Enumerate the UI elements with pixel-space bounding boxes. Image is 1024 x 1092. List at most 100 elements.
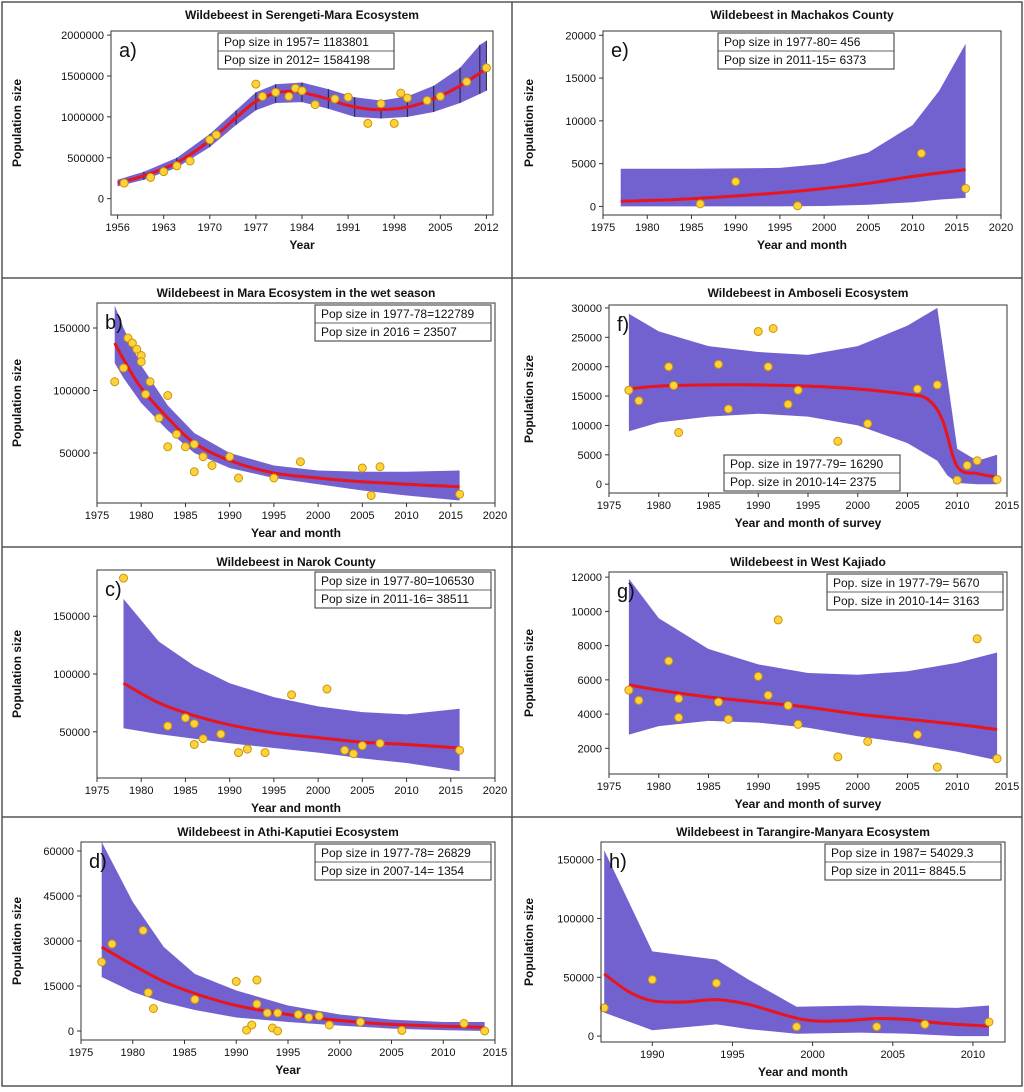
x-tick-label: 2010 <box>394 510 418 522</box>
data-point <box>234 748 244 758</box>
chart-title: Wildebeest in Tarangire-Manyara Ecosyste… <box>676 825 930 839</box>
annotation-text: Pop size in 1957= 1183801 <box>224 35 369 49</box>
y-tick-label: 10000 <box>571 606 602 618</box>
data-point <box>793 719 803 729</box>
data-point <box>138 926 148 935</box>
x-tick-label: 2000 <box>846 781 870 793</box>
data-point <box>389 118 399 128</box>
data-point <box>260 748 270 758</box>
data-point <box>97 957 107 967</box>
x-axis-label: Year and month <box>251 801 341 815</box>
data-point <box>763 362 773 372</box>
chart-title: Wildebeest in Narok County <box>216 555 376 569</box>
y-tick-label: 0 <box>68 1026 74 1038</box>
data-point <box>119 178 129 188</box>
x-tick-label: 2005 <box>895 500 919 512</box>
data-point <box>711 978 721 988</box>
y-tick-label: 20000 <box>571 362 602 374</box>
y-tick-label: 15000 <box>571 391 602 403</box>
data-point <box>322 684 332 694</box>
y-tick-label: 1000000 <box>61 112 104 124</box>
data-point <box>252 999 262 1009</box>
data-point <box>145 377 155 387</box>
y-tick-label: 0 <box>588 1031 594 1043</box>
x-tick-label: 1975 <box>85 785 109 797</box>
confidence-band <box>101 842 485 1031</box>
x-axis-label: Year <box>289 238 315 252</box>
x-tick-label: 1990 <box>224 1047 248 1059</box>
x-tick-label: 1990 <box>217 785 241 797</box>
x-axis-label: Year and month of survey <box>735 516 882 530</box>
annotation-text: Pop. size in 2010-14= 2375 <box>730 475 877 489</box>
y-tick-label: 30000 <box>43 936 74 948</box>
panel-label: g) <box>617 581 635 603</box>
data-point <box>284 91 294 101</box>
data-point <box>357 463 367 473</box>
y-axis-label: Population size <box>522 79 536 167</box>
y-tick-label: 2000 <box>578 743 602 755</box>
annotation-text: Pop. size in 2010-14= 3163 <box>833 594 980 608</box>
y-tick-label: 60000 <box>43 846 74 858</box>
data-point <box>376 99 386 109</box>
x-tick-label: 2005 <box>895 781 919 793</box>
trend-line <box>628 683 998 731</box>
x-tick-label: 2010 <box>961 1049 985 1061</box>
x-tick-label: 1963 <box>151 222 175 234</box>
x-tick-label: 2005 <box>856 222 880 234</box>
x-tick-label: 1990 <box>640 1049 664 1061</box>
annotation-text: Pop size in 2011-15= 6373 <box>724 53 867 67</box>
annotation-text: Pop size in 2011-16= 38511 <box>321 592 469 606</box>
confidence-band <box>604 850 989 1037</box>
x-tick-label: 1980 <box>647 781 671 793</box>
x-tick-label: 2010 <box>900 222 924 234</box>
y-tick-label: 50000 <box>563 972 594 984</box>
data-point <box>396 88 406 98</box>
x-tick-label: 1975 <box>597 781 621 793</box>
annotation-text: Pop size in 2016 = 23507 <box>321 325 457 339</box>
data-point <box>251 79 261 89</box>
data-point <box>833 752 843 762</box>
y-tick-label: 0 <box>98 194 104 206</box>
data-point <box>773 615 783 625</box>
x-tick-label: 2000 <box>846 500 870 512</box>
x-tick-label: 1995 <box>262 785 286 797</box>
trend-line <box>113 342 460 489</box>
x-tick-label: 1990 <box>746 500 770 512</box>
y-tick-label: 150000 <box>53 323 90 335</box>
y-tick-label: 1500000 <box>61 71 104 83</box>
y-tick-label: 15000 <box>565 73 596 85</box>
y-axis-label: Population size <box>522 898 536 986</box>
x-tick-label: 2000 <box>306 510 330 522</box>
x-tick-label: 1991 <box>336 222 360 234</box>
chart-title: Wildebeest in Serengeti-Mara Ecosystem <box>185 8 419 22</box>
data-point <box>211 130 221 140</box>
data-point <box>674 694 684 704</box>
data-point <box>163 391 173 400</box>
x-tick-label: 2000 <box>306 785 330 797</box>
panel-label: f) <box>617 314 629 336</box>
data-point <box>271 87 281 97</box>
x-tick-label: 2005 <box>881 1049 905 1061</box>
data-point <box>674 427 684 437</box>
y-axis-label: Population size <box>10 897 24 985</box>
data-point <box>753 326 763 336</box>
data-point <box>343 92 353 102</box>
data-point <box>624 685 634 695</box>
trend-line <box>620 168 966 203</box>
x-tick-label: 2015 <box>995 781 1019 793</box>
x-tick-label: 1980 <box>635 222 659 234</box>
x-tick-label: 1975 <box>591 222 615 234</box>
annotation-text: Pop size in 1987= 54029.3 <box>831 846 974 860</box>
confidence-band <box>620 43 966 207</box>
y-axis-label: Population size <box>522 629 536 717</box>
data-point <box>455 489 465 499</box>
data-point <box>247 1020 257 1030</box>
panel-a: Wildebeest in Serengeti-Mara Ecosystem 19… <box>10 8 499 252</box>
data-point <box>920 1019 930 1029</box>
data-point <box>163 721 173 731</box>
data-point <box>713 359 723 369</box>
x-tick-label: 2000 <box>800 1049 824 1061</box>
x-tick-label: 1990 <box>217 510 241 522</box>
data-point <box>872 1022 882 1032</box>
